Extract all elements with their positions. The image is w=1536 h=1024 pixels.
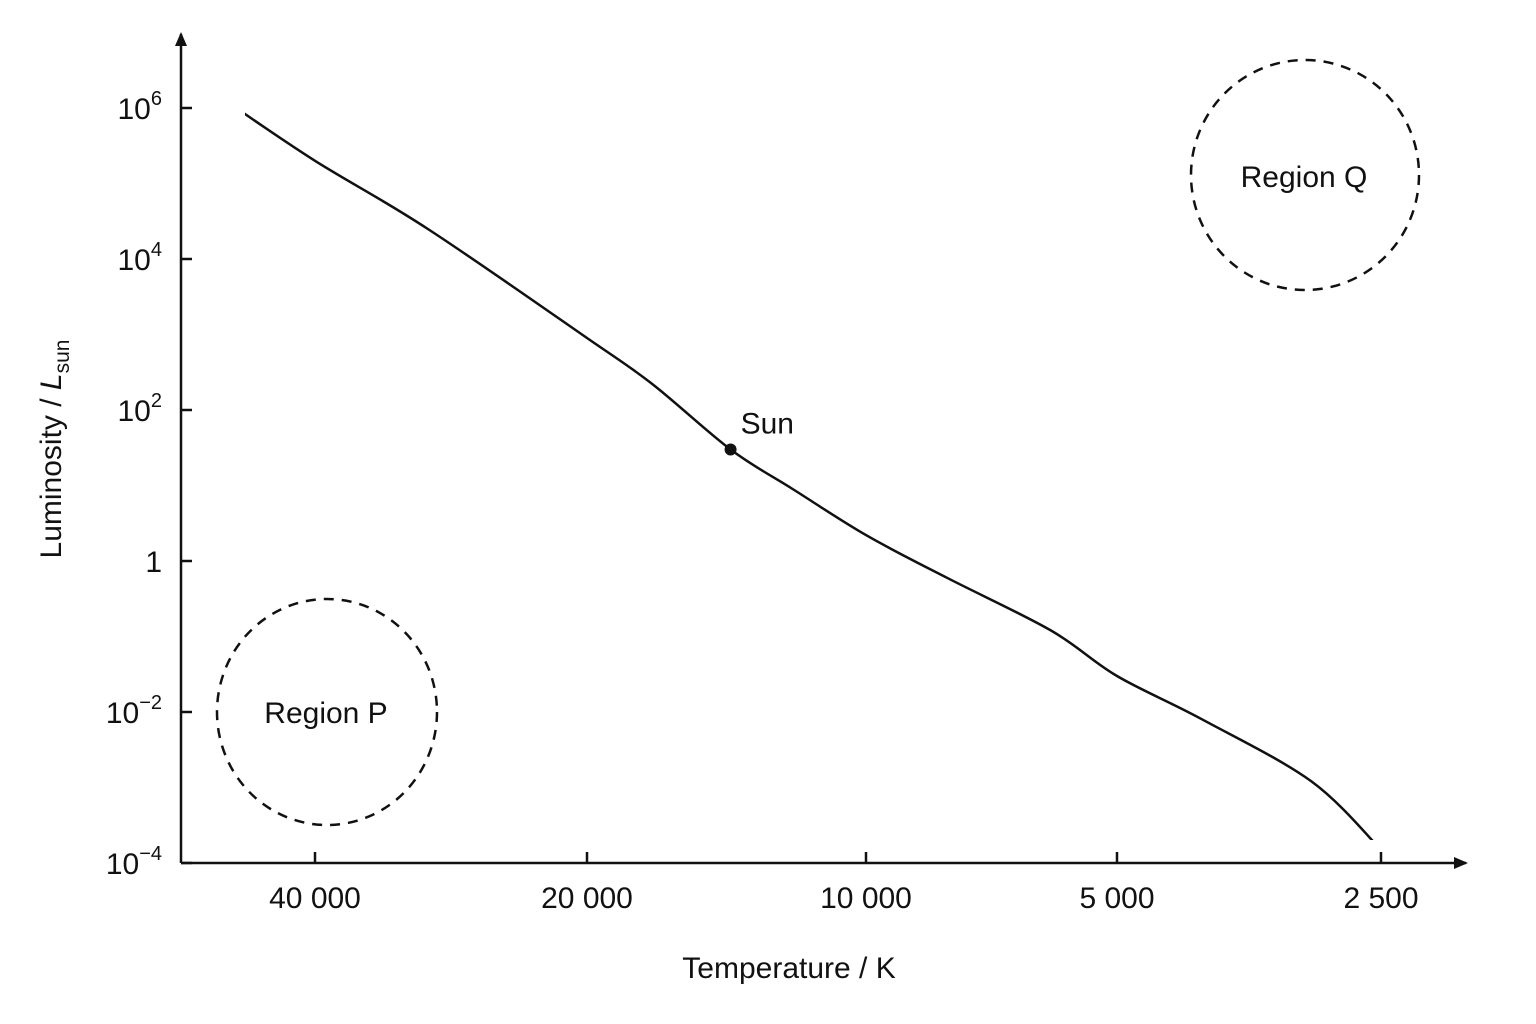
- y-axis-label-symbol: L: [35, 373, 68, 390]
- region-p: Region P: [215, 597, 439, 827]
- region-q-circle: [1189, 58, 1421, 292]
- y-tick-label: 102: [118, 390, 163, 428]
- x-tick-label: 5 000: [1079, 882, 1154, 915]
- x-axis-label: Temperature / K: [682, 952, 895, 985]
- region-p-label: Region P: [264, 697, 387, 730]
- x-tick-label: 20 000: [541, 882, 633, 915]
- y-axis-label: Luminosity / Lsun: [35, 340, 74, 559]
- sun-point: [724, 443, 737, 456]
- main-sequence-line: [245, 112, 1374, 840]
- sun-marker: Sun: [724, 407, 794, 456]
- x-tick-label: 10 000: [820, 882, 912, 915]
- y-tick-label: 104: [118, 239, 163, 277]
- y-axis-label-subscript: sun: [51, 340, 74, 374]
- x-ticks: 40 000 20 000 10 000 5 000 2 500: [269, 852, 1419, 915]
- region-q: Region Q: [1189, 58, 1421, 292]
- y-axis-label-main: Luminosity /: [35, 390, 68, 558]
- axes: [175, 32, 1468, 869]
- sun-label: Sun: [741, 407, 794, 440]
- region-p-circle: [215, 597, 439, 827]
- y-tick-label: 10−4: [106, 843, 162, 881]
- region-q-label: Region Q: [1241, 161, 1368, 194]
- x-tick-label: 40 000: [269, 882, 361, 915]
- y-tick-label: 1: [145, 546, 162, 579]
- y-tick-label: 106: [118, 88, 163, 126]
- y-tick-label: 10−2: [106, 692, 162, 730]
- x-tick-label: 2 500: [1343, 882, 1418, 915]
- y-ticks: 10−4 10−2 1 102 104 106: [106, 88, 192, 881]
